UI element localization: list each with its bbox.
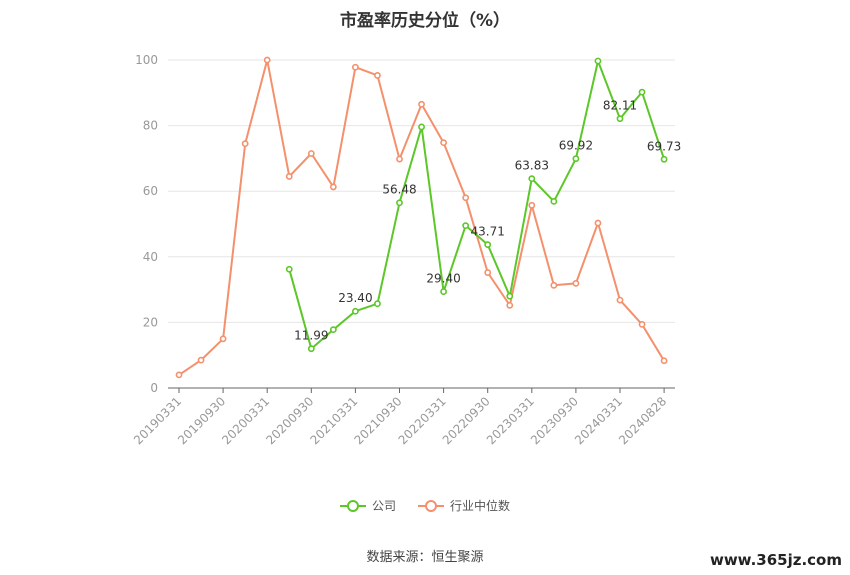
y-tick-label-100: 100	[135, 53, 158, 67]
data-label-20230930: 69.92	[559, 139, 593, 153]
point-1-20220630	[462, 194, 470, 202]
point-0-20220930	[484, 241, 492, 249]
point-0-20240828	[660, 155, 668, 163]
point-1-20240331	[616, 296, 624, 304]
point-1-20221231	[506, 301, 514, 309]
point-1-20200930	[307, 150, 315, 157]
point-0-20230630	[550, 197, 558, 205]
point-1-20231231	[594, 219, 602, 227]
data-points	[175, 56, 668, 379]
axes: 0204060801002019033120190930202003312020…	[131, 53, 675, 447]
watermark: www.365jz.com	[709, 551, 842, 569]
y-tick-label-80: 80	[143, 119, 158, 133]
point-1-20230630	[550, 281, 558, 289]
data-source: 数据来源：恒生聚源	[366, 550, 484, 565]
data-label-20210930: 56.48	[382, 183, 416, 197]
point-1-20210630	[374, 72, 381, 79]
point-0-20211231	[418, 123, 425, 131]
point-0-20240630	[638, 88, 646, 96]
point-1-20210930	[396, 155, 403, 163]
point-0-20230930	[572, 155, 580, 163]
data-label-20240331: 82.11	[603, 99, 637, 113]
y-tick-label-60: 60	[143, 184, 158, 198]
point-1-20210331	[351, 63, 359, 71]
point-1-20200630	[285, 173, 293, 180]
point-1-20200331	[263, 56, 271, 64]
grid-lines	[168, 59, 675, 323]
data-labels: 11.99 23.40 56.48 29.40 43.71 63.83 69.92 82.11…	[294, 99, 681, 343]
legend-swatch-company	[339, 499, 366, 513]
y-tick-label-0: 0	[150, 381, 158, 395]
point-0-20201231	[329, 326, 337, 334]
data-label-20210331: 23.40	[338, 291, 372, 305]
point-1-20240630	[638, 320, 646, 328]
point-1-20190331	[175, 371, 183, 379]
point-1-20190930	[219, 335, 227, 343]
point-1-20240828	[660, 357, 668, 365]
point-1-20220331	[440, 139, 447, 147]
legend-label-company: 公司	[371, 499, 396, 513]
point-1-20191231	[241, 140, 249, 148]
y-tick-label-20: 20	[143, 315, 158, 329]
legend-item-company[interactable]: 公司	[339, 497, 396, 514]
data-label-20240828: 69.73	[647, 139, 681, 153]
point-0-20220331	[440, 288, 447, 295]
legend: 公司 行业中位数	[0, 497, 850, 514]
data-label-20220930: 43.71	[471, 225, 505, 239]
point-0-20221231	[506, 292, 514, 300]
data-label-20220331: 29.40	[426, 272, 460, 286]
point-0-20231231	[594, 57, 602, 65]
data-label-20230331: 63.83	[515, 159, 549, 173]
series-line-0	[288, 60, 666, 350]
point-0-20220630	[462, 222, 470, 230]
point-0-20210331	[351, 307, 359, 315]
point-0-20210930	[396, 199, 403, 207]
legend-swatch-industry-median	[418, 499, 444, 513]
point-0-20200630	[285, 265, 293, 273]
point-1-20220930	[484, 269, 492, 276]
legend-label-industry-median: 行业中位数	[450, 499, 511, 513]
x-tick-label-20240828: 20240828	[616, 394, 669, 447]
point-1-20230930	[572, 279, 580, 287]
point-1-20201231	[329, 183, 337, 191]
point-1-20190630	[197, 356, 205, 364]
point-0-20210630	[374, 300, 381, 308]
point-1-20211231	[418, 100, 425, 108]
legend-item-industry-median[interactable]: 行业中位数	[418, 497, 510, 514]
y-tick-label-40: 40	[143, 250, 158, 264]
point-1-20230331	[528, 201, 536, 209]
point-0-20200930	[307, 345, 315, 353]
point-0-20240331	[616, 115, 624, 123]
data-label-20200930: 11.99	[294, 329, 328, 343]
chart-title: 市盈率历史分位（%）	[339, 11, 511, 31]
point-0-20230331	[528, 175, 536, 183]
